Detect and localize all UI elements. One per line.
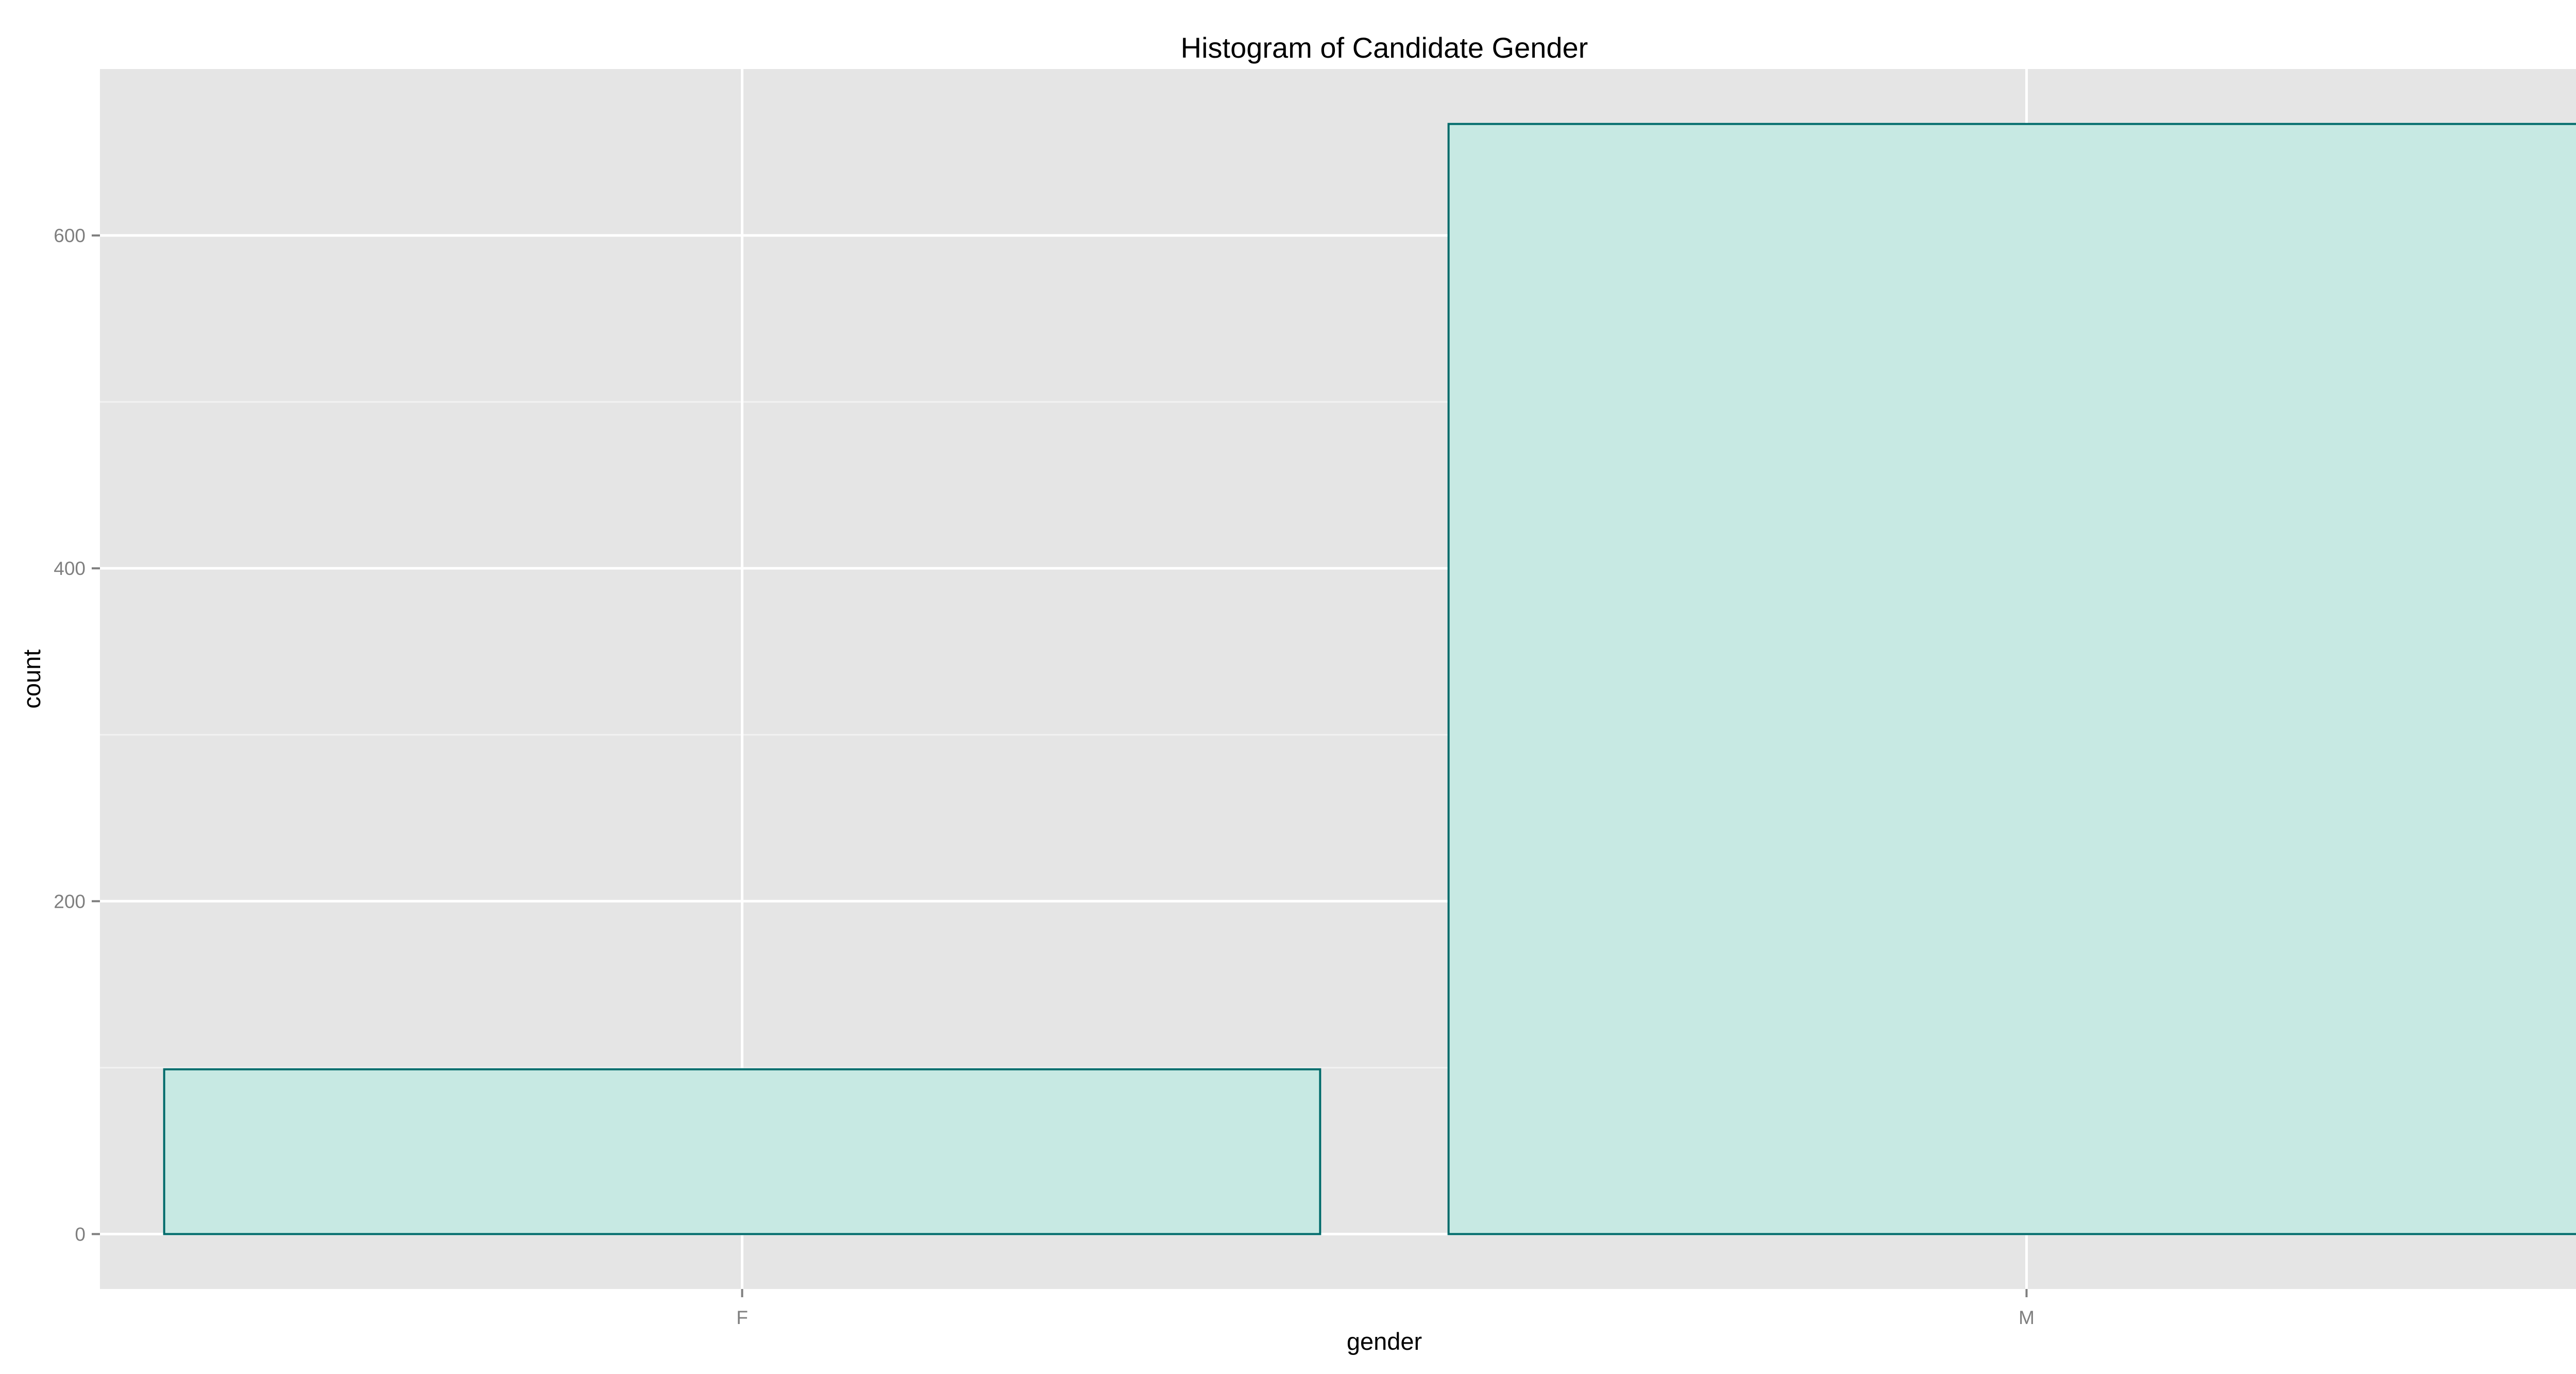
y-axis-label: count	[18, 650, 45, 709]
bars	[163, 123, 2576, 1235]
x-tick-label: F	[736, 1307, 748, 1328]
x-axis-label: gender	[1347, 1328, 1422, 1355]
bar-F	[163, 1068, 1321, 1235]
chart-title: Histogram of Candidate Gender	[1181, 31, 1588, 64]
y-tick-label: 600	[54, 225, 86, 246]
y-tick-label: 400	[54, 558, 86, 579]
x-tick-label: M	[2019, 1307, 2035, 1328]
y-axis: 0 200 400 600	[54, 225, 100, 1245]
y-tick-label: 200	[54, 891, 86, 912]
y-tick-label: 0	[75, 1224, 86, 1245]
bar-M	[1447, 123, 2576, 1235]
